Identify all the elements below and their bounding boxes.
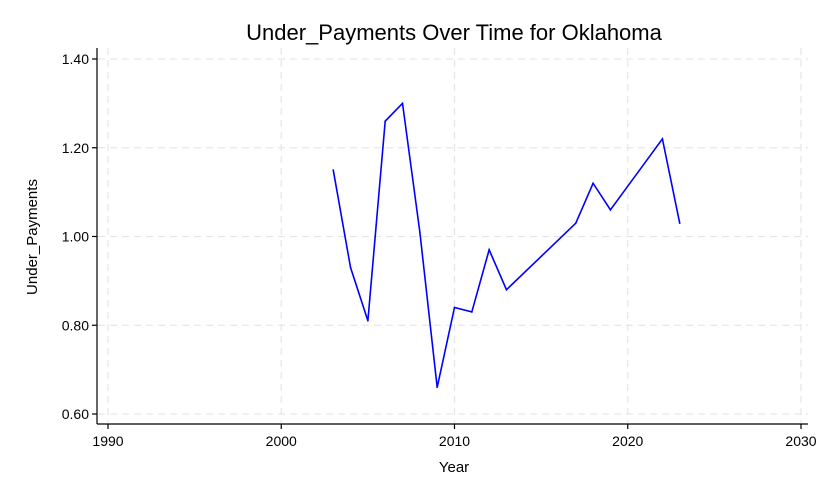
data-point-0-1 <box>349 266 352 269</box>
data-point-0-2 <box>367 320 369 322</box>
data-point-0-11 <box>574 222 577 224</box>
data-point-0-0 <box>332 169 335 171</box>
x-axis-title: Year <box>439 459 469 476</box>
data-point-0-13 <box>609 209 612 211</box>
y-tick-label-4: 1.40 <box>62 51 89 67</box>
chart-title: Under_Payments Over Time for Oklahoma <box>246 20 662 45</box>
data-point-0-15 <box>678 222 681 224</box>
data-point-0-10 <box>505 288 508 291</box>
y-tick-label-2: 1.00 <box>62 229 89 245</box>
data-point-0-3 <box>384 120 387 122</box>
x-tick-label-3: 2020 <box>612 433 643 449</box>
x-tick-label-4: 2030 <box>785 433 816 449</box>
data-point-0-5 <box>419 231 421 233</box>
data-point-0-8 <box>471 311 473 313</box>
grid-lines <box>98 48 808 423</box>
x-tick-label-1: 2000 <box>266 433 297 449</box>
y-tick-label-1: 0.80 <box>62 317 89 333</box>
y-tick-label-3: 1.20 <box>62 140 89 156</box>
data-point-0-7 <box>453 306 456 309</box>
x-tick-label-0: 1990 <box>92 433 123 449</box>
axis-ticks: 0.60 0.80 1.00 1.20 1.40 1990 2000 2010 2020 2030 <box>62 51 817 449</box>
y-tick-label-0: 0.60 <box>62 406 89 422</box>
series-line-0 <box>332 101 681 388</box>
y-axis-title: Under_Payments <box>24 179 41 295</box>
data-point-0-14 <box>661 138 664 140</box>
data-point-0-4 <box>401 102 404 105</box>
data-point-0-6 <box>436 386 438 389</box>
x-tick-label-2: 2010 <box>439 433 470 449</box>
series-layer <box>332 101 681 389</box>
data-point-0-12 <box>592 182 594 185</box>
data-point-0-9 <box>488 249 490 251</box>
